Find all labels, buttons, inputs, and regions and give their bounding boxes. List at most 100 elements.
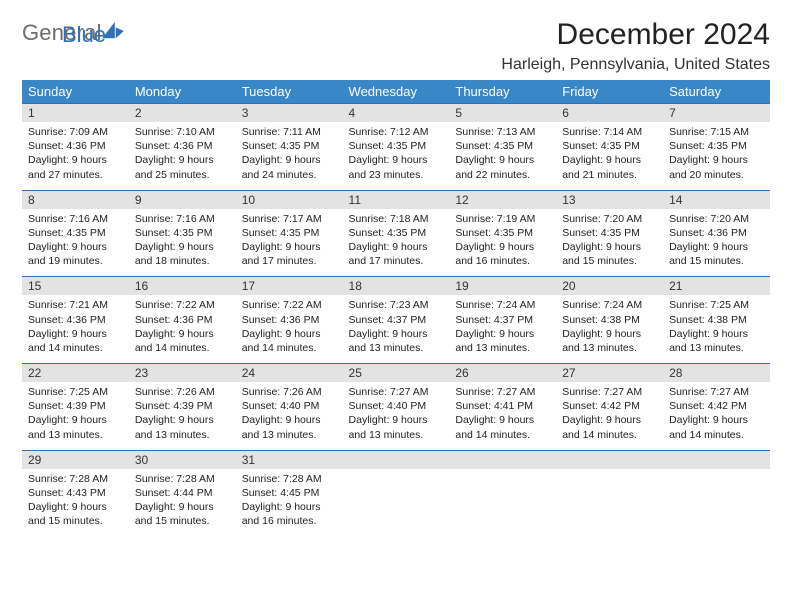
sunset-line: Sunset: 4:35 PM: [562, 139, 657, 153]
day-details: Sunrise: 7:28 AMSunset: 4:45 PMDaylight:…: [236, 469, 343, 535]
calendar-cell: 11Sunrise: 7:18 AMSunset: 4:35 PMDayligh…: [343, 189, 450, 276]
daylight-line-2: and 14 minutes.: [135, 341, 230, 355]
day-number: 18: [343, 276, 450, 295]
daylight-line-2: and 14 minutes.: [242, 341, 337, 355]
daylight-line-1: Daylight: 9 hours: [135, 500, 230, 514]
daylight-line-2: and 13 minutes.: [135, 428, 230, 442]
sunset-line: Sunset: 4:39 PM: [28, 399, 123, 413]
daylight-line-1: Daylight: 9 hours: [669, 240, 764, 254]
sunset-line: Sunset: 4:38 PM: [669, 313, 764, 327]
daylight-line-1: Daylight: 9 hours: [669, 413, 764, 427]
daylight-line-2: and 14 minutes.: [562, 428, 657, 442]
day-details: Sunrise: 7:27 AMSunset: 4:40 PMDaylight:…: [343, 382, 450, 448]
sunset-line: Sunset: 4:35 PM: [349, 226, 444, 240]
header: General Blue December 2024 Harleigh, Pen…: [22, 18, 770, 80]
day-details: Sunrise: 7:21 AMSunset: 4:36 PMDaylight:…: [22, 295, 129, 361]
day-details: Sunrise: 7:25 AMSunset: 4:39 PMDaylight:…: [22, 382, 129, 448]
daylight-line-2: and 14 minutes.: [28, 341, 123, 355]
calendar-cell: 4Sunrise: 7:12 AMSunset: 4:35 PMDaylight…: [343, 103, 450, 189]
day-details: Sunrise: 7:24 AMSunset: 4:37 PMDaylight:…: [449, 295, 556, 361]
sail-icon: [102, 22, 124, 40]
sunrise-line: Sunrise: 7:28 AM: [242, 472, 337, 486]
calendar-cell: 8Sunrise: 7:16 AMSunset: 4:35 PMDaylight…: [22, 189, 129, 276]
sunrise-line: Sunrise: 7:27 AM: [455, 385, 550, 399]
day-details: Sunrise: 7:23 AMSunset: 4:37 PMDaylight:…: [343, 295, 450, 361]
sunrise-line: Sunrise: 7:27 AM: [349, 385, 444, 399]
sunrise-line: Sunrise: 7:20 AM: [669, 212, 764, 226]
calendar-cell: 24Sunrise: 7:26 AMSunset: 4:40 PMDayligh…: [236, 362, 343, 449]
title-block: December 2024 Harleigh, Pennsylvania, Un…: [501, 18, 770, 80]
day-details: Sunrise: 7:25 AMSunset: 4:38 PMDaylight:…: [663, 295, 770, 361]
sunrise-line: Sunrise: 7:21 AM: [28, 298, 123, 312]
daylight-line-2: and 13 minutes.: [349, 341, 444, 355]
sunset-line: Sunset: 4:36 PM: [669, 226, 764, 240]
sunrise-line: Sunrise: 7:25 AM: [669, 298, 764, 312]
sunrise-line: Sunrise: 7:22 AM: [135, 298, 230, 312]
sunset-line: Sunset: 4:42 PM: [562, 399, 657, 413]
daylight-line-2: and 13 minutes.: [669, 341, 764, 355]
sunrise-line: Sunrise: 7:10 AM: [135, 125, 230, 139]
calendar: Sunday Monday Tuesday Wednesday Thursday…: [22, 80, 770, 536]
daylight-line-2: and 16 minutes.: [455, 254, 550, 268]
day-details: Sunrise: 7:14 AMSunset: 4:35 PMDaylight:…: [556, 122, 663, 188]
calendar-cell: 23Sunrise: 7:26 AMSunset: 4:39 PMDayligh…: [129, 362, 236, 449]
dh-thu: Thursday: [449, 80, 556, 103]
day-number: 7: [663, 103, 770, 122]
sunrise-line: Sunrise: 7:19 AM: [455, 212, 550, 226]
day-number: 30: [129, 450, 236, 469]
sunset-line: Sunset: 4:44 PM: [135, 486, 230, 500]
day-number: 2: [129, 103, 236, 122]
daylight-line-1: Daylight: 9 hours: [242, 500, 337, 514]
dh-tue: Tuesday: [236, 80, 343, 103]
day-number: 15: [22, 276, 129, 295]
calendar-cell: 12Sunrise: 7:19 AMSunset: 4:35 PMDayligh…: [449, 189, 556, 276]
calendar-row: 29Sunrise: 7:28 AMSunset: 4:43 PMDayligh…: [22, 449, 770, 536]
calendar-cell: 21Sunrise: 7:25 AMSunset: 4:38 PMDayligh…: [663, 275, 770, 362]
day-number: 10: [236, 190, 343, 209]
logo: General Blue: [22, 18, 132, 64]
daylight-line-2: and 20 minutes.: [669, 168, 764, 182]
calendar-cell: 10Sunrise: 7:17 AMSunset: 4:35 PMDayligh…: [236, 189, 343, 276]
daylight-line-2: and 16 minutes.: [242, 514, 337, 528]
daylight-line-2: and 13 minutes.: [455, 341, 550, 355]
day-details: Sunrise: 7:15 AMSunset: 4:35 PMDaylight:…: [663, 122, 770, 188]
day-details: Sunrise: 7:18 AMSunset: 4:35 PMDaylight:…: [343, 209, 450, 275]
sunrise-line: Sunrise: 7:26 AM: [135, 385, 230, 399]
sunset-line: Sunset: 4:40 PM: [349, 399, 444, 413]
calendar-cell: 29Sunrise: 7:28 AMSunset: 4:43 PMDayligh…: [22, 449, 129, 536]
calendar-cell: [663, 449, 770, 536]
sunrise-line: Sunrise: 7:16 AM: [135, 212, 230, 226]
sunset-line: Sunset: 4:36 PM: [28, 139, 123, 153]
calendar-cell: 18Sunrise: 7:23 AMSunset: 4:37 PMDayligh…: [343, 275, 450, 362]
day-number: 3: [236, 103, 343, 122]
daylight-line-1: Daylight: 9 hours: [28, 500, 123, 514]
daylight-line-2: and 22 minutes.: [455, 168, 550, 182]
day-details: Sunrise: 7:26 AMSunset: 4:39 PMDaylight:…: [129, 382, 236, 448]
daylight-line-1: Daylight: 9 hours: [455, 153, 550, 167]
calendar-cell: 20Sunrise: 7:24 AMSunset: 4:38 PMDayligh…: [556, 275, 663, 362]
calendar-cell: 28Sunrise: 7:27 AMSunset: 4:42 PMDayligh…: [663, 362, 770, 449]
calendar-cell: 27Sunrise: 7:27 AMSunset: 4:42 PMDayligh…: [556, 362, 663, 449]
day-number: 23: [129, 363, 236, 382]
calendar-cell: 15Sunrise: 7:21 AMSunset: 4:36 PMDayligh…: [22, 275, 129, 362]
sunset-line: Sunset: 4:43 PM: [28, 486, 123, 500]
day-number: 8: [22, 190, 129, 209]
sunset-line: Sunset: 4:35 PM: [455, 226, 550, 240]
daylight-line-1: Daylight: 9 hours: [242, 413, 337, 427]
day-number: 22: [22, 363, 129, 382]
daylight-line-1: Daylight: 9 hours: [562, 327, 657, 341]
sunset-line: Sunset: 4:36 PM: [135, 313, 230, 327]
day-details: Sunrise: 7:24 AMSunset: 4:38 PMDaylight:…: [556, 295, 663, 361]
sunrise-line: Sunrise: 7:26 AM: [242, 385, 337, 399]
daylight-line-1: Daylight: 9 hours: [28, 327, 123, 341]
calendar-row: 15Sunrise: 7:21 AMSunset: 4:36 PMDayligh…: [22, 275, 770, 362]
day-number: 16: [129, 276, 236, 295]
calendar-cell: 9Sunrise: 7:16 AMSunset: 4:35 PMDaylight…: [129, 189, 236, 276]
day-number: 20: [556, 276, 663, 295]
daylight-line-2: and 13 minutes.: [28, 428, 123, 442]
sunrise-line: Sunrise: 7:13 AM: [455, 125, 550, 139]
sunset-line: Sunset: 4:37 PM: [455, 313, 550, 327]
day-details: Sunrise: 7:17 AMSunset: 4:35 PMDaylight:…: [236, 209, 343, 275]
sunset-line: Sunset: 4:35 PM: [455, 139, 550, 153]
sunrise-line: Sunrise: 7:16 AM: [28, 212, 123, 226]
